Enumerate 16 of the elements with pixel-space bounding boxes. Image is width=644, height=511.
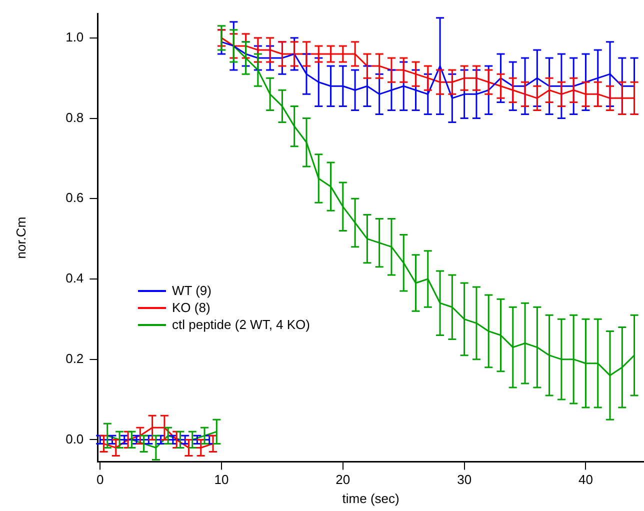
legend-label: KO (8) <box>172 299 210 316</box>
y-tick-label: 0.4 <box>66 270 84 286</box>
legend-label: ctl peptide (2 WT, 4 KO) <box>172 316 310 333</box>
y-tick-label: 0.6 <box>66 190 84 206</box>
legend-label: WT (9) <box>172 282 212 299</box>
x-axis-title: time (sec) <box>342 490 400 506</box>
y-tick-label: 0.8 <box>66 110 84 125</box>
x-tick-label: 40 <box>578 472 593 488</box>
x-tick-label: 0 <box>96 472 104 488</box>
x-tick-label: 30 <box>457 472 472 488</box>
y-tick-label: 0.2 <box>66 350 84 366</box>
y-tick-label: 0.0 <box>66 431 84 446</box>
y-axis-title: nor.Cm <box>13 216 28 259</box>
x-tick-label: 10 <box>214 472 229 488</box>
x-tick-label: 20 <box>336 472 350 488</box>
y-tick-label: 1.0 <box>66 29 84 44</box>
